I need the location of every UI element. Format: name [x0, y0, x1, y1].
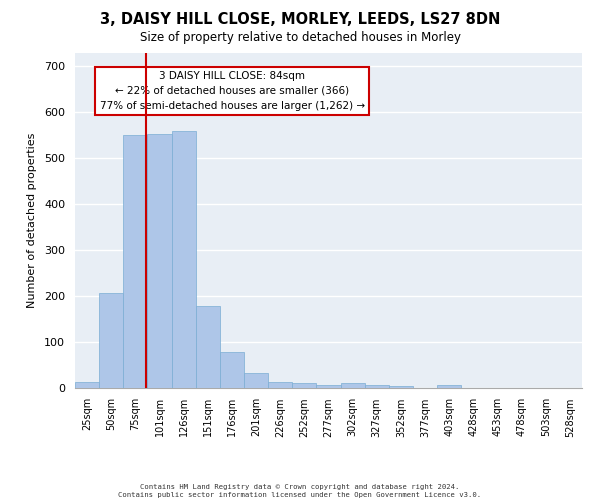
Text: Size of property relative to detached houses in Morley: Size of property relative to detached ho… — [139, 31, 461, 44]
Text: 3, DAISY HILL CLOSE, MORLEY, LEEDS, LS27 8DN: 3, DAISY HILL CLOSE, MORLEY, LEEDS, LS27… — [100, 12, 500, 26]
Text: 3 DAISY HILL CLOSE: 84sqm
← 22% of detached houses are smaller (366)
77% of semi: 3 DAISY HILL CLOSE: 84sqm ← 22% of detac… — [100, 71, 365, 110]
Bar — [365, 385, 389, 388]
Bar — [389, 386, 413, 388]
Bar — [196, 306, 220, 388]
Y-axis label: Number of detached properties: Number of detached properties — [27, 132, 37, 308]
Bar — [316, 385, 341, 388]
Bar — [123, 135, 148, 388]
Bar — [220, 352, 244, 388]
Bar — [75, 382, 99, 388]
Bar — [244, 373, 268, 388]
Text: Contains HM Land Registry data © Crown copyright and database right 2024.
Contai: Contains HM Land Registry data © Crown c… — [118, 484, 482, 498]
Bar — [268, 382, 292, 388]
Bar — [292, 384, 316, 388]
Bar — [99, 294, 123, 388]
Bar — [172, 130, 196, 388]
Bar — [148, 134, 172, 388]
Bar — [341, 383, 365, 388]
Bar — [437, 385, 461, 388]
